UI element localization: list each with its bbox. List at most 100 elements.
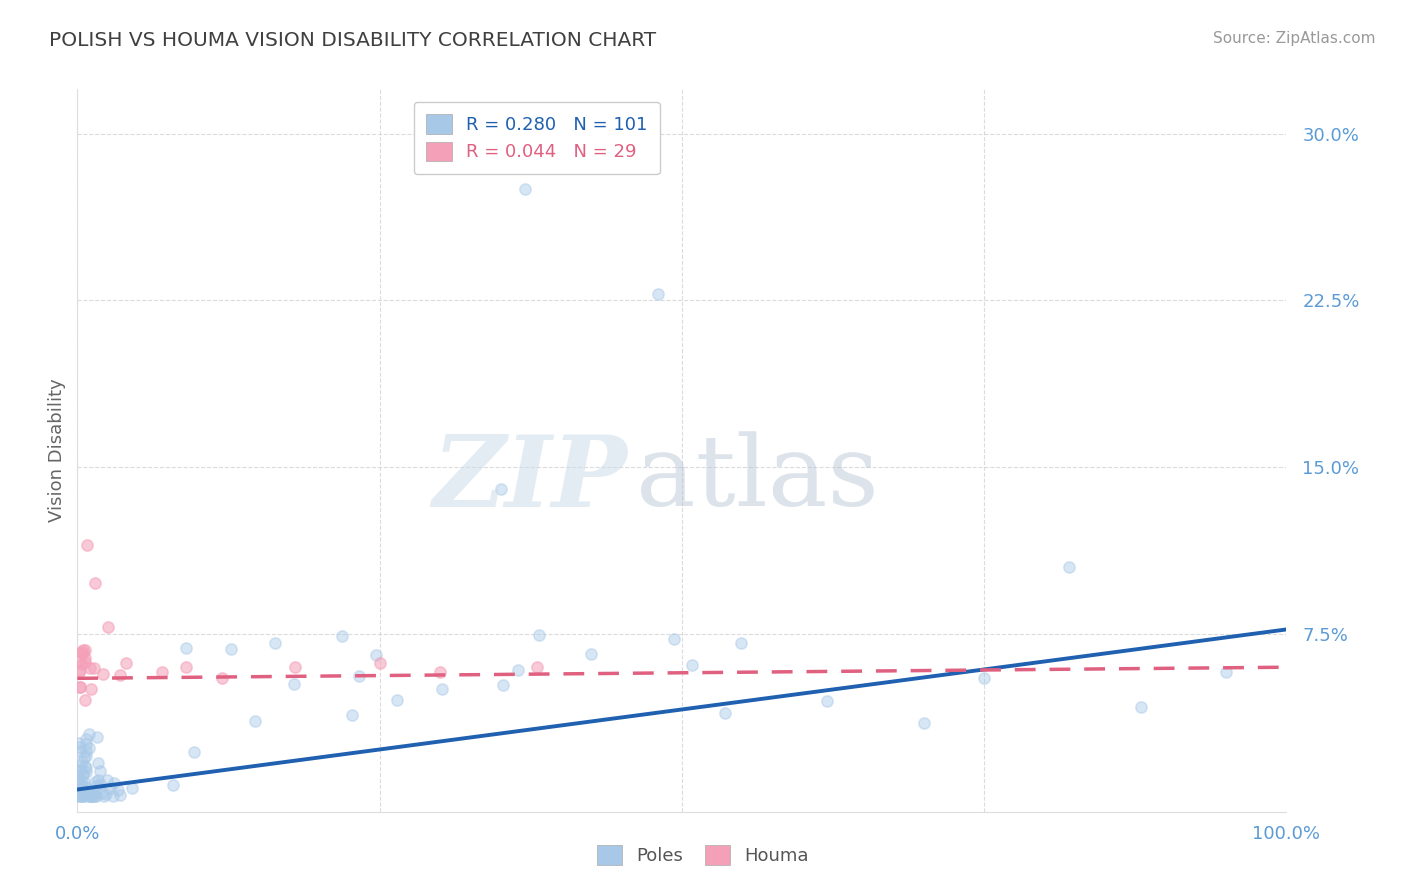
Point bbox=[86, 756, 108, 770]
Point bbox=[263, 636, 285, 650]
Point bbox=[67, 654, 90, 668]
Point bbox=[75, 748, 97, 763]
Point bbox=[73, 775, 96, 789]
Point bbox=[385, 692, 408, 706]
Point bbox=[67, 665, 90, 680]
Point bbox=[162, 778, 184, 792]
Point bbox=[75, 761, 97, 775]
Point bbox=[103, 776, 125, 790]
Text: Source: ZipAtlas.com: Source: ZipAtlas.com bbox=[1212, 31, 1375, 46]
Point bbox=[526, 660, 548, 674]
Point bbox=[73, 650, 96, 665]
Point bbox=[89, 764, 111, 778]
Point bbox=[243, 714, 266, 728]
Point bbox=[98, 781, 121, 796]
Point bbox=[1215, 665, 1237, 679]
Point bbox=[94, 787, 117, 801]
Point bbox=[340, 707, 363, 722]
Point bbox=[70, 783, 93, 797]
Point bbox=[67, 778, 90, 792]
Point bbox=[72, 646, 94, 660]
Point bbox=[67, 789, 90, 803]
Point bbox=[183, 746, 205, 760]
Point bbox=[714, 706, 737, 720]
Point bbox=[681, 657, 703, 672]
Point bbox=[67, 736, 90, 750]
Point bbox=[67, 772, 90, 787]
Point bbox=[430, 681, 453, 696]
Point bbox=[76, 538, 98, 552]
Point bbox=[70, 789, 93, 804]
Point bbox=[211, 671, 233, 685]
Point bbox=[82, 789, 104, 804]
Point bbox=[96, 620, 118, 634]
Point bbox=[174, 660, 197, 674]
Point bbox=[72, 766, 94, 780]
Point bbox=[103, 789, 125, 804]
Point bbox=[75, 737, 97, 751]
Point bbox=[513, 182, 536, 196]
Text: ZIP: ZIP bbox=[433, 431, 627, 527]
Point bbox=[219, 642, 242, 657]
Point bbox=[70, 781, 93, 796]
Point bbox=[67, 786, 90, 800]
Point bbox=[69, 680, 91, 694]
Point bbox=[75, 731, 97, 746]
Text: POLISH VS HOUMA VISION DISABILITY CORRELATION CHART: POLISH VS HOUMA VISION DISABILITY CORREL… bbox=[49, 31, 657, 50]
Point bbox=[69, 789, 91, 803]
Point bbox=[69, 788, 91, 802]
Point bbox=[83, 661, 105, 675]
Point bbox=[69, 744, 91, 758]
Point bbox=[69, 758, 91, 772]
Point bbox=[73, 787, 96, 801]
Point bbox=[72, 749, 94, 764]
Point bbox=[67, 786, 90, 800]
Point bbox=[69, 663, 91, 677]
Point bbox=[1130, 700, 1153, 714]
Point bbox=[662, 632, 685, 646]
Point bbox=[79, 661, 101, 675]
Point bbox=[108, 788, 131, 802]
Point bbox=[70, 782, 93, 797]
Point bbox=[72, 786, 94, 800]
Point bbox=[69, 787, 91, 801]
Point bbox=[75, 765, 97, 780]
Point bbox=[529, 627, 551, 641]
Point bbox=[75, 787, 97, 801]
Point bbox=[89, 777, 111, 791]
Point bbox=[75, 744, 97, 758]
Point bbox=[72, 789, 94, 804]
Point bbox=[75, 693, 97, 707]
Point bbox=[579, 647, 602, 661]
Point bbox=[364, 648, 387, 662]
Point bbox=[72, 789, 94, 804]
Point bbox=[77, 727, 100, 741]
Point bbox=[730, 636, 752, 650]
Text: atlas: atlas bbox=[636, 432, 879, 527]
Point bbox=[84, 789, 107, 804]
Point bbox=[69, 680, 91, 694]
Point bbox=[93, 789, 115, 804]
Point bbox=[84, 775, 107, 789]
Point bbox=[67, 765, 90, 780]
Legend: R = 0.280   N = 101, R = 0.044   N = 29: R = 0.280 N = 101, R = 0.044 N = 29 bbox=[413, 102, 659, 174]
Point bbox=[489, 483, 512, 497]
Point bbox=[83, 787, 105, 801]
Point bbox=[75, 780, 97, 795]
Point bbox=[75, 655, 97, 669]
Point bbox=[70, 779, 93, 793]
Legend: Poles, Houma: Poles, Houma bbox=[589, 838, 817, 872]
Point bbox=[1057, 560, 1080, 574]
Point bbox=[75, 642, 97, 657]
Point bbox=[347, 669, 370, 683]
Point bbox=[70, 787, 93, 801]
Point bbox=[79, 789, 101, 804]
Point bbox=[72, 755, 94, 769]
Point bbox=[91, 666, 114, 681]
Point bbox=[86, 730, 108, 744]
Point bbox=[506, 663, 529, 677]
Point bbox=[72, 657, 94, 671]
Point bbox=[67, 789, 90, 804]
Point bbox=[82, 789, 104, 804]
Point bbox=[72, 785, 94, 799]
